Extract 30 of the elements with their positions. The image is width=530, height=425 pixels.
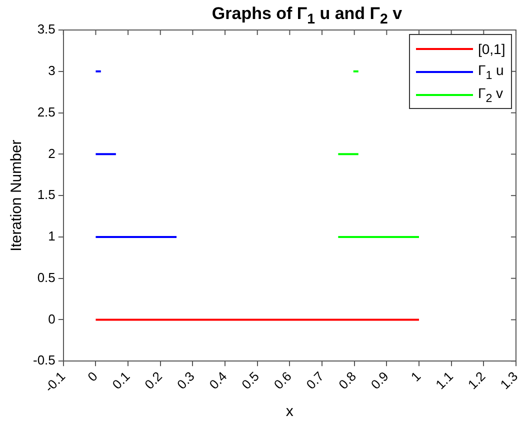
chart-title: Graphs of Γ$_{1}$ u and Γ$_{2}$ v bbox=[210, 4, 404, 28]
y-tick-label: 0 bbox=[48, 311, 56, 326]
x-tick-label: 1.1 bbox=[432, 368, 456, 392]
x-tick-label: 0.1 bbox=[109, 368, 133, 392]
x-tick-label: 0 bbox=[84, 368, 100, 384]
x-tick-label: 1.3 bbox=[497, 368, 521, 392]
y-tick-label: 0.5 bbox=[37, 270, 56, 285]
x-tick-label: 0.8 bbox=[336, 368, 359, 392]
y-axis-title: Iteration Number bbox=[8, 140, 26, 252]
x-tick-label: -0.1 bbox=[42, 368, 68, 396]
x-tick-label: 0.2 bbox=[142, 368, 166, 392]
y-tick-label: 2.5 bbox=[37, 104, 56, 120]
x-tick-label: 0.9 bbox=[368, 368, 392, 392]
x-tick-label: 0.7 bbox=[303, 368, 327, 392]
legend-label: Γ$_{2}$ v bbox=[478, 84, 504, 104]
y-tick-label: 2 bbox=[48, 146, 56, 161]
x-tick-label: 1 bbox=[408, 368, 424, 384]
legend-label: [0,1] bbox=[478, 40, 506, 56]
y-tick-label: 1.5 bbox=[37, 187, 56, 202]
y-tick-label: 3.5 bbox=[37, 22, 56, 37]
y-tick-label: -0.5 bbox=[32, 352, 56, 368]
x-tick-label: 0.5 bbox=[238, 368, 262, 392]
x-tick-label: 0.6 bbox=[270, 368, 294, 392]
x-tick-label: 1.2 bbox=[464, 368, 488, 392]
x-axis-title: x bbox=[286, 403, 294, 420]
y-tick-label: 3 bbox=[48, 62, 56, 78]
legend-label: Γ$_{1}$ u bbox=[478, 62, 504, 82]
y-tick-label: 1 bbox=[48, 228, 56, 244]
x-tick-label: 0.4 bbox=[206, 368, 230, 392]
x-tick-label: 0.3 bbox=[174, 368, 198, 392]
